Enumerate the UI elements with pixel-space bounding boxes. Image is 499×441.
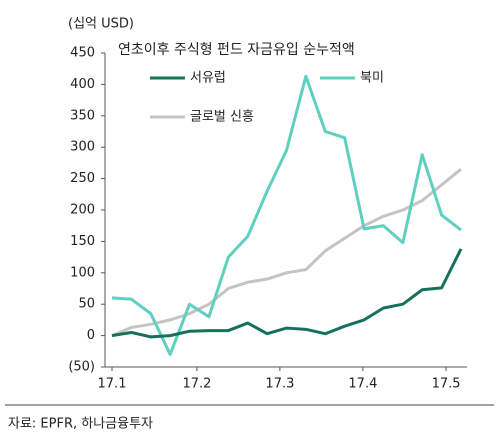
y-tick-label: (50) — [68, 360, 95, 375]
unit-label: (십억 USD) — [68, 17, 134, 32]
chart-title: 연초이후 주식형 펀드 자금유입 순누적액 — [118, 42, 355, 58]
legend-label: 글로벌 신흥 — [190, 110, 254, 125]
legend-label: 북미 — [360, 71, 384, 86]
y-tick-label: 250 — [70, 171, 95, 186]
y-tick-label: 450 — [70, 46, 95, 61]
x-tick-label: 17.1 — [98, 377, 127, 392]
y-tick-label: 200 — [70, 203, 95, 218]
y-tick-label: 300 — [70, 140, 95, 155]
source: 자료: EPFR, 하나금융투자 — [8, 417, 153, 432]
y-tick-label: 0 — [87, 328, 95, 343]
y-tick-label: 150 — [70, 234, 95, 249]
series-line — [111, 248, 463, 339]
series-line — [111, 74, 462, 356]
x-tick-label: 17.4 — [348, 377, 377, 392]
x-tick-label: 17.3 — [265, 377, 294, 392]
x-tick-label: 17.5 — [432, 377, 461, 392]
series-line — [111, 168, 462, 337]
x-tick-label: 17.2 — [182, 377, 211, 392]
y-tick-label: 100 — [70, 265, 95, 280]
y-tick-label: 50 — [78, 297, 95, 312]
legend-label: 서유럽 — [190, 71, 226, 86]
y-tick-label: 400 — [70, 77, 95, 92]
y-tick-label: 350 — [70, 108, 95, 123]
